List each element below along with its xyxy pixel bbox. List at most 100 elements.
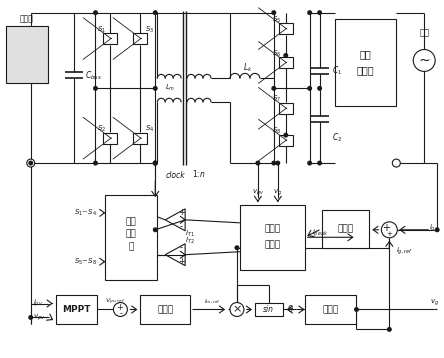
Text: $v_g$: $v_g$ <box>273 188 282 198</box>
Text: 电流环: 电流环 <box>337 224 353 233</box>
Circle shape <box>354 307 359 312</box>
Bar <box>279 135 293 146</box>
Text: -: - <box>180 222 182 231</box>
Text: $V_{pv,ref}$: $V_{pv,ref}$ <box>105 296 126 306</box>
Text: $v_g$: $v_g$ <box>430 297 439 308</box>
Circle shape <box>413 49 435 71</box>
Bar <box>279 23 293 34</box>
Text: 峰值电: 峰值电 <box>264 225 280 234</box>
Bar <box>106 195 157 280</box>
Bar <box>335 19 396 106</box>
Bar <box>56 295 98 324</box>
Circle shape <box>255 161 260 165</box>
Bar <box>133 33 147 44</box>
Circle shape <box>27 159 35 167</box>
Text: $i_{peak}$: $i_{peak}$ <box>312 228 328 239</box>
Text: $S_6$: $S_6$ <box>272 48 281 59</box>
Bar <box>279 57 293 68</box>
Circle shape <box>317 161 322 165</box>
Text: $i_g$: $i_g$ <box>429 222 436 233</box>
Text: +: + <box>382 223 390 233</box>
Circle shape <box>113 303 127 316</box>
Text: 开关: 开关 <box>126 217 137 226</box>
Circle shape <box>283 133 288 138</box>
Circle shape <box>153 161 158 165</box>
Bar <box>140 295 190 324</box>
Text: +: + <box>178 257 185 266</box>
Circle shape <box>387 327 392 332</box>
Text: $L_k$: $L_k$ <box>243 61 253 74</box>
Text: $L_m$: $L_m$ <box>165 83 175 93</box>
Text: +: + <box>178 208 185 217</box>
Circle shape <box>93 10 98 15</box>
Text: $S_2$: $S_2$ <box>97 124 106 134</box>
Text: 流计算: 流计算 <box>264 241 280 250</box>
Circle shape <box>271 86 276 91</box>
Text: -: - <box>180 243 182 252</box>
Text: $S_1$~$S_4$: $S_1$~$S_4$ <box>74 208 97 218</box>
Text: $I_{T2}$: $I_{T2}$ <box>185 236 195 246</box>
Circle shape <box>307 161 312 165</box>
Bar <box>103 33 117 44</box>
Text: $I_{T1}$: $I_{T1}$ <box>185 229 195 239</box>
Text: $S_1$: $S_1$ <box>97 24 106 35</box>
Text: $I_{m,ref}$: $I_{m,ref}$ <box>203 297 221 306</box>
Text: +: + <box>116 303 123 312</box>
Text: $S_5$~$S_8$: $S_5$~$S_8$ <box>74 257 97 267</box>
Text: $S_4$: $S_4$ <box>145 124 154 134</box>
Bar <box>103 133 117 144</box>
Circle shape <box>153 161 158 165</box>
Text: 1:$n$: 1:$n$ <box>192 168 206 179</box>
Text: 电压环: 电压环 <box>157 305 173 314</box>
Bar <box>240 205 305 270</box>
Text: 滤波器: 滤波器 <box>357 66 374 76</box>
Text: $S_5$: $S_5$ <box>272 15 281 25</box>
Text: ×: × <box>232 305 242 314</box>
Text: 光伏板: 光伏板 <box>20 14 34 23</box>
Text: sin: sin <box>263 305 274 314</box>
Bar <box>305 295 357 324</box>
Circle shape <box>271 161 276 165</box>
Text: θ: θ <box>287 305 292 314</box>
Circle shape <box>275 161 280 165</box>
Text: $S_3$: $S_3$ <box>145 24 154 35</box>
Text: $i_{pv}$: $i_{pv}$ <box>33 298 43 309</box>
Circle shape <box>435 227 440 232</box>
Circle shape <box>307 10 312 15</box>
Bar <box>321 210 369 248</box>
Bar <box>6 26 48 83</box>
Circle shape <box>234 245 239 250</box>
Text: clock: clock <box>165 170 185 179</box>
Text: +: + <box>386 231 392 237</box>
Circle shape <box>392 159 400 167</box>
Text: $i_{g,ref}$: $i_{g,ref}$ <box>396 246 413 257</box>
Text: $C_1$: $C_1$ <box>333 64 343 77</box>
Circle shape <box>153 227 158 232</box>
Circle shape <box>93 86 98 91</box>
Circle shape <box>271 10 276 15</box>
Text: ~: ~ <box>418 53 430 67</box>
Text: 锁相环: 锁相环 <box>322 305 339 314</box>
Circle shape <box>317 10 322 15</box>
Bar <box>279 103 293 114</box>
Bar <box>133 133 147 144</box>
Text: $S_7$: $S_7$ <box>272 94 281 105</box>
Circle shape <box>153 161 158 165</box>
Circle shape <box>381 222 397 238</box>
Text: $C_{bus}$: $C_{bus}$ <box>85 69 102 82</box>
Circle shape <box>28 315 33 320</box>
Text: 制: 制 <box>129 243 134 252</box>
Circle shape <box>307 86 312 91</box>
Text: $C_2$: $C_2$ <box>333 132 343 144</box>
Text: $v_{pv}$: $v_{pv}$ <box>252 188 264 198</box>
Text: -: - <box>120 309 123 318</box>
Circle shape <box>153 10 158 15</box>
Circle shape <box>93 161 98 165</box>
Circle shape <box>28 161 33 165</box>
Text: $S_8$: $S_8$ <box>272 126 281 136</box>
Circle shape <box>283 53 288 58</box>
Text: $v_{pv}$: $v_{pv}$ <box>33 312 45 323</box>
Circle shape <box>230 303 244 316</box>
Circle shape <box>153 86 158 91</box>
Text: MPPT: MPPT <box>62 305 91 314</box>
